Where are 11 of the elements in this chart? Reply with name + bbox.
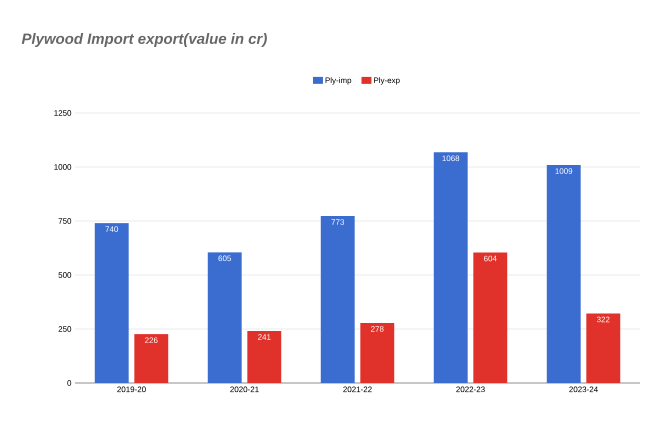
bar <box>94 223 129 383</box>
bar <box>134 334 168 383</box>
bar <box>320 216 355 383</box>
bar <box>360 322 394 383</box>
bar <box>586 313 620 383</box>
bar <box>473 252 508 383</box>
bar <box>434 152 468 383</box>
bar <box>546 165 581 383</box>
chart-title: Plywood Import export(value in cr) <box>22 33 267 47</box>
bar <box>247 330 282 383</box>
bar <box>208 252 242 383</box>
